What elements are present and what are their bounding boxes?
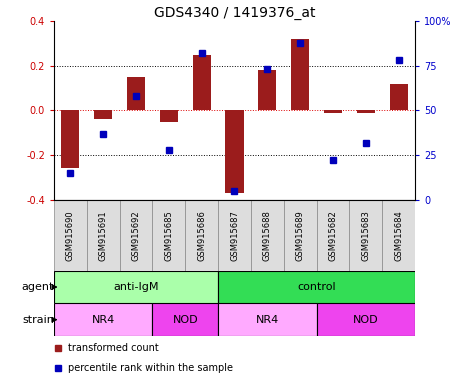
Text: GSM915684: GSM915684: [394, 210, 403, 261]
Bar: [127, 77, 145, 111]
Bar: [185, 200, 218, 271]
Text: GSM915685: GSM915685: [164, 210, 174, 261]
Bar: [357, 111, 375, 113]
Text: GSM915682: GSM915682: [328, 210, 338, 261]
Bar: [218, 200, 251, 271]
Title: GDS4340 / 1419376_at: GDS4340 / 1419376_at: [154, 6, 315, 20]
Text: GSM915689: GSM915689: [295, 210, 305, 261]
Text: anti-IgM: anti-IgM: [113, 282, 159, 292]
Bar: [382, 200, 415, 271]
Bar: [324, 111, 342, 113]
Bar: [251, 200, 284, 271]
Bar: [349, 200, 382, 271]
Bar: [193, 55, 211, 111]
Text: strain: strain: [22, 314, 54, 325]
Bar: [284, 200, 317, 271]
Bar: [120, 200, 152, 271]
Text: GSM915690: GSM915690: [66, 210, 75, 260]
Bar: [218, 271, 415, 303]
Bar: [152, 303, 218, 336]
Text: control: control: [297, 282, 336, 292]
Text: NOD: NOD: [353, 314, 378, 325]
Text: NR4: NR4: [256, 314, 279, 325]
Bar: [291, 39, 309, 111]
Bar: [54, 200, 87, 271]
Bar: [54, 271, 218, 303]
Text: GSM915688: GSM915688: [263, 210, 272, 261]
Text: agent: agent: [22, 282, 54, 292]
Text: percentile rank within the sample: percentile rank within the sample: [68, 363, 234, 373]
Text: GSM915692: GSM915692: [131, 210, 141, 260]
Text: NR4: NR4: [91, 314, 115, 325]
Text: transformed count: transformed count: [68, 343, 159, 353]
Bar: [218, 303, 317, 336]
Text: GSM915691: GSM915691: [98, 210, 108, 260]
Bar: [160, 111, 178, 122]
Text: GSM915687: GSM915687: [230, 210, 239, 261]
Bar: [317, 200, 349, 271]
Bar: [226, 111, 243, 193]
Bar: [390, 84, 408, 111]
Bar: [54, 303, 152, 336]
Text: NOD: NOD: [173, 314, 198, 325]
Bar: [152, 200, 185, 271]
Text: GSM915686: GSM915686: [197, 210, 206, 261]
Bar: [258, 70, 276, 111]
Bar: [317, 303, 415, 336]
Bar: [87, 200, 120, 271]
Bar: [94, 111, 112, 119]
Text: GSM915683: GSM915683: [361, 210, 371, 261]
Bar: [61, 111, 79, 169]
